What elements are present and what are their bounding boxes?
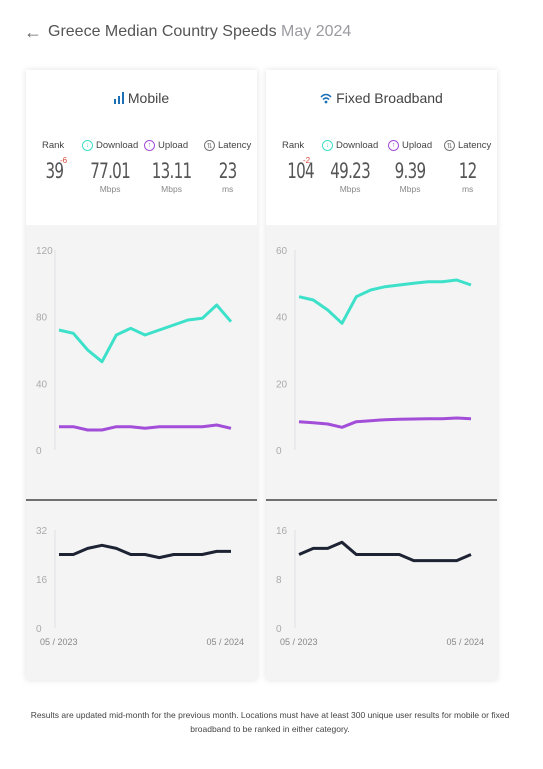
upload-label-text: Upload bbox=[158, 140, 189, 151]
latency-metric: ⇅ Latency 23 ms bbox=[204, 140, 251, 194]
rank-value: 104 bbox=[287, 159, 314, 183]
latency-unit: ms bbox=[221, 184, 234, 194]
upload-metric: ↑ Upload 9.39 Mbps bbox=[388, 140, 432, 194]
x-end-label: 05 / 2024 bbox=[206, 637, 244, 647]
latency-plot-bg bbox=[266, 500, 497, 680]
upload-label: ↑ Upload bbox=[144, 140, 199, 151]
download-value: 49.23 bbox=[330, 159, 370, 183]
upload-arrow-icon: ↑ bbox=[388, 140, 399, 151]
page-title: Greece Median Country Speeds May 2024 bbox=[48, 23, 351, 41]
upload-label: ↑ Upload bbox=[388, 140, 432, 151]
download-label: ↓ Download bbox=[322, 140, 378, 151]
download-arrow-icon: ↓ bbox=[322, 140, 333, 151]
upload-value: 9.39 bbox=[394, 159, 427, 183]
latency-tick-label: 16 bbox=[276, 526, 288, 537]
upload-metric: ↑ Upload 13.11 Mbps bbox=[144, 140, 199, 194]
mobile-chart: 120 80 40 0 32 16 0 05 / 2023 05 / 2024 bbox=[26, 246, 257, 680]
footer-note: Results are updated mid-month for the pr… bbox=[30, 710, 510, 734]
download-arrow-icon: ↓ bbox=[82, 140, 93, 151]
download-series-line bbox=[58, 303, 233, 364]
speed-tick-label: 40 bbox=[276, 313, 288, 324]
x-start-label: 05 / 2023 bbox=[280, 637, 318, 647]
upload-arrow-icon: ↑ bbox=[144, 140, 155, 151]
download-value: 77.01 bbox=[90, 159, 130, 183]
speed-tick-label: 20 bbox=[276, 379, 288, 390]
upload-series-line bbox=[298, 416, 472, 429]
speed-tick-label: 40 bbox=[36, 379, 48, 390]
panel-title-text: Mobile bbox=[127, 90, 170, 106]
download-series-line bbox=[298, 278, 472, 325]
latency-tick-label: 0 bbox=[276, 624, 282, 635]
download-label-text: Download bbox=[96, 140, 139, 151]
download-unit: Mbps bbox=[99, 184, 121, 194]
fixed-broadband-panel: Fixed Broadband Rank 104 -2 ↓ Download 4… bbox=[266, 70, 497, 680]
download-label: ↓ Download bbox=[82, 140, 138, 151]
fixed-panel-title: Fixed Broadband bbox=[266, 90, 497, 106]
latency-series-line bbox=[298, 540, 472, 563]
date-label: May 2024 bbox=[281, 23, 352, 40]
bar-signal-icon bbox=[113, 92, 124, 104]
panel-title-text: Fixed Broadband bbox=[336, 90, 443, 106]
rank-value: 39 bbox=[45, 159, 64, 183]
speed-tick-label: 0 bbox=[36, 446, 42, 457]
download-metric: ↓ Download 49.23 Mbps bbox=[322, 140, 378, 194]
latency-tick-label: 32 bbox=[36, 526, 48, 537]
wifi-icon bbox=[320, 93, 332, 103]
x-end-label: 05 / 2024 bbox=[446, 637, 484, 647]
rank-label: Rank bbox=[282, 140, 305, 151]
latency-icon: ⇅ bbox=[444, 140, 455, 151]
upload-unit: Mbps bbox=[161, 184, 182, 194]
latency-series-line bbox=[59, 543, 231, 560]
download-label-text: Download bbox=[336, 140, 379, 151]
latency-tick-label: 0 bbox=[36, 624, 42, 635]
latency-plot-bg bbox=[26, 500, 257, 680]
rank-delta: -2 bbox=[303, 156, 311, 165]
download-metric: ↓ Download 77.01 Mbps bbox=[82, 140, 138, 194]
fixed-chart-area: 60 40 20 0 16 8 0 05 / 2023 05 / 2024 bbox=[266, 225, 497, 680]
latency-label: ⇅ Latency bbox=[444, 140, 491, 151]
download-unit: Mbps bbox=[339, 184, 361, 194]
country-title: Greece Median Country Speeds bbox=[48, 23, 277, 40]
rank-metric: Rank 104 -2 bbox=[282, 140, 319, 183]
rank-delta: -6 bbox=[60, 156, 68, 165]
speed-tick-label: 80 bbox=[36, 313, 48, 324]
arrow-left-icon[interactable]: ← bbox=[24, 22, 42, 42]
latency-tick-label: 8 bbox=[276, 575, 282, 586]
latency-metric: ⇅ Latency 12 ms bbox=[444, 140, 491, 194]
page-header: ← Greece Median Country Speeds May 2024 bbox=[24, 22, 351, 42]
latency-tick-label: 16 bbox=[36, 575, 48, 586]
upload-label-text: Upload bbox=[402, 140, 433, 151]
upload-unit: Mbps bbox=[399, 184, 421, 194]
upload-value: 13.11 bbox=[151, 159, 192, 183]
x-start-label: 05 / 2023 bbox=[40, 637, 78, 647]
latency-icon: ⇅ bbox=[204, 140, 215, 151]
latency-label-text: Latency bbox=[218, 140, 252, 151]
latency-label: ⇅ Latency bbox=[204, 140, 251, 151]
latency-value: 23 bbox=[218, 159, 238, 183]
fixed-broadband-chart: 60 40 20 0 16 8 0 05 / 2023 05 / 2024 bbox=[266, 246, 497, 680]
upload-series-line bbox=[59, 423, 232, 432]
speed-tick-label: 120 bbox=[36, 246, 53, 257]
mobile-panel-title: Mobile bbox=[26, 90, 257, 106]
speed-tick-label: 0 bbox=[276, 446, 282, 457]
mobile-chart-area: 120 80 40 0 32 16 0 05 / 2023 05 / 2024 bbox=[26, 225, 257, 680]
speed-tick-label: 60 bbox=[276, 246, 288, 257]
rank-label: Rank bbox=[42, 140, 65, 151]
latency-unit: ms bbox=[461, 184, 474, 194]
mobile-panel: Mobile Rank 39 -6 ↓ Download 77.01 Mbps … bbox=[26, 70, 257, 680]
latency-value: 12 bbox=[458, 159, 478, 183]
latency-label-text: Latency bbox=[458, 140, 492, 151]
rank-metric: Rank 39 -6 bbox=[42, 140, 67, 183]
